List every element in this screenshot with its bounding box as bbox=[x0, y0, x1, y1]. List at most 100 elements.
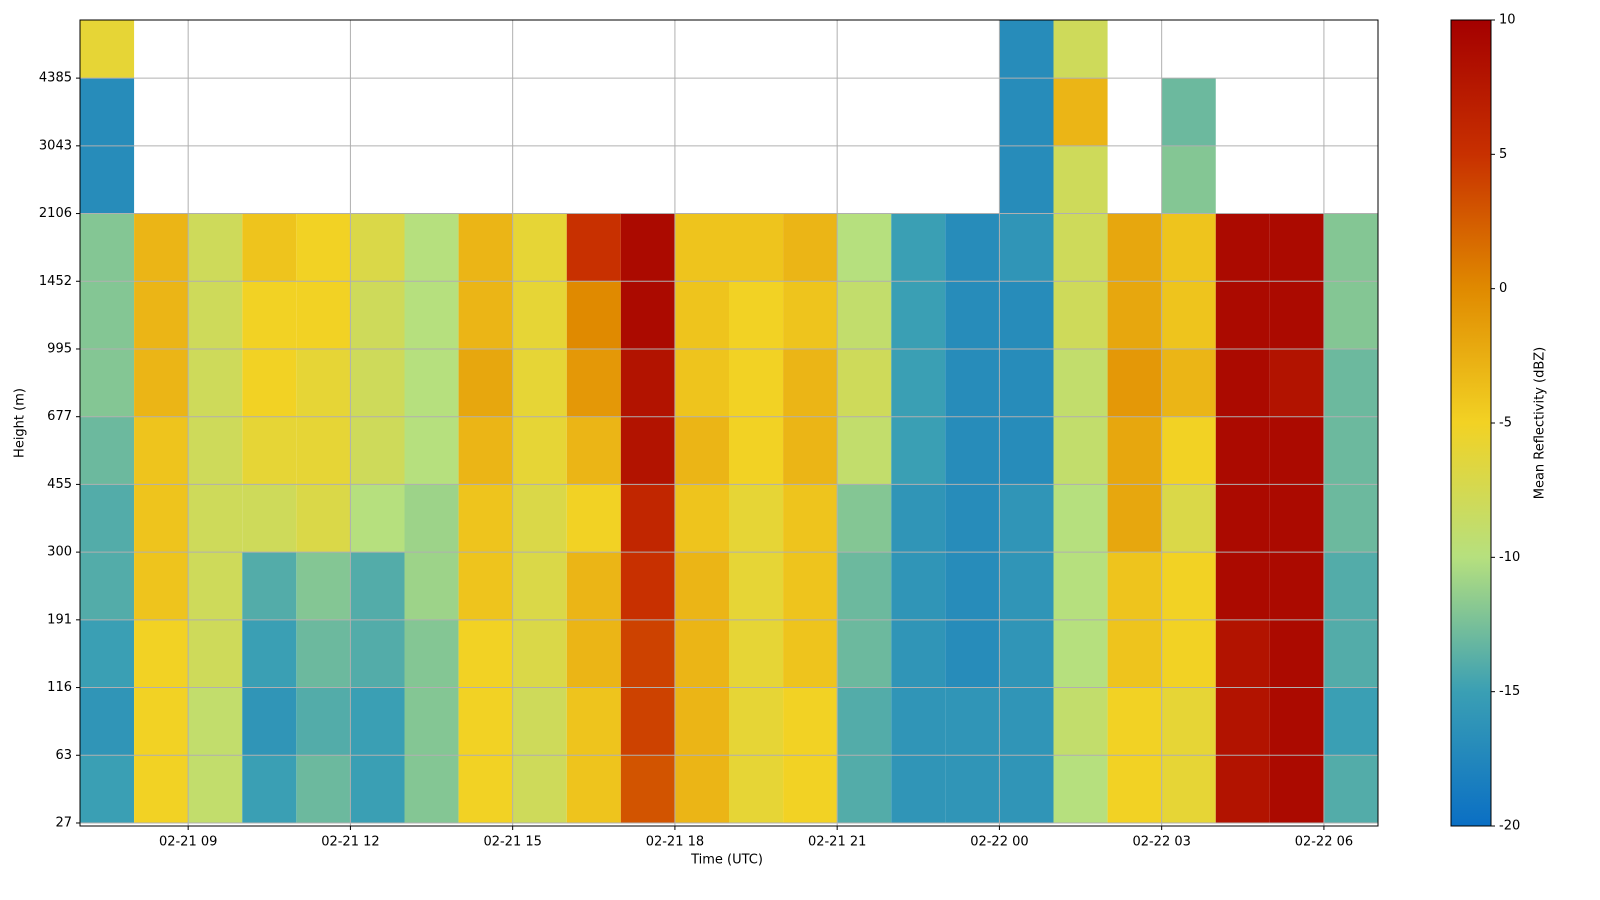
heatmap-cell bbox=[458, 348, 513, 417]
x-tick-label: 02-22 00 bbox=[970, 835, 1028, 850]
heatmap-cell bbox=[566, 552, 621, 620]
heatmap-cell bbox=[458, 416, 513, 485]
heatmap-cell bbox=[566, 484, 621, 553]
heatmap-cell bbox=[134, 619, 189, 688]
heatmap-cell bbox=[1269, 416, 1324, 485]
heatmap-cell bbox=[566, 348, 621, 417]
heatmap-cell bbox=[296, 687, 351, 756]
heatmap-cell bbox=[512, 755, 567, 823]
heatmap-cell bbox=[566, 416, 621, 485]
heatmap-cell bbox=[999, 755, 1054, 823]
heatmap-cell bbox=[999, 78, 1054, 146]
heatmap-cell bbox=[566, 687, 621, 756]
heatmap-cell bbox=[350, 687, 405, 756]
heatmap-cell bbox=[80, 78, 135, 146]
heatmap-cell bbox=[512, 484, 567, 553]
heatmap-cell bbox=[80, 619, 135, 688]
heatmap-cell bbox=[350, 552, 405, 620]
heatmap-cell bbox=[134, 348, 189, 417]
heatmap-cell bbox=[1215, 552, 1270, 620]
x-tick-label: 02-22 03 bbox=[1132, 835, 1190, 850]
heatmap-cell bbox=[837, 348, 892, 417]
heatmap-cell bbox=[674, 213, 729, 282]
heatmap-cell bbox=[1215, 484, 1270, 553]
heatmap-cell bbox=[1053, 78, 1108, 146]
heatmap-cell bbox=[837, 552, 892, 620]
heatmap-cell bbox=[512, 281, 567, 349]
heatmap-cell bbox=[1053, 687, 1108, 756]
heatmap-cell bbox=[512, 416, 567, 485]
heatmap-cell bbox=[945, 755, 1000, 823]
heatmap-cell bbox=[134, 687, 189, 756]
y-tick-label: 300 bbox=[47, 545, 72, 560]
heatmap-cell bbox=[134, 213, 189, 282]
heatmap-cell bbox=[1107, 484, 1162, 553]
heatmap-cell bbox=[945, 281, 1000, 349]
heatmap-cell bbox=[350, 281, 405, 349]
heatmap-cell bbox=[945, 416, 1000, 485]
x-axis-label: Time (UTC) bbox=[690, 853, 763, 868]
heatmap-cell bbox=[999, 145, 1054, 214]
heatmap-cell bbox=[1053, 348, 1108, 417]
x-tick-label: 02-21 12 bbox=[321, 835, 379, 850]
heatmap-cell bbox=[80, 348, 135, 417]
heatmap-cell bbox=[404, 619, 459, 688]
heatmap-cell bbox=[1161, 78, 1216, 146]
heatmap-cell bbox=[188, 281, 243, 349]
heatmap-cell bbox=[404, 755, 459, 823]
heatmap-cell bbox=[999, 281, 1054, 349]
heatmap-cell bbox=[999, 484, 1054, 553]
heatmap-cell bbox=[512, 213, 567, 282]
heatmap-cell bbox=[296, 416, 351, 485]
heatmap-cell bbox=[404, 213, 459, 282]
heatmap-cell bbox=[188, 755, 243, 823]
heatmap-cell bbox=[404, 348, 459, 417]
heatmap-cell bbox=[837, 687, 892, 756]
heatmap-cell bbox=[1269, 484, 1324, 553]
heatmap-cell bbox=[891, 619, 946, 688]
colorbar-tick-label: -20 bbox=[1499, 819, 1520, 834]
heatmap-cell bbox=[80, 552, 135, 620]
colorbar-tick-label: 10 bbox=[1499, 13, 1516, 28]
heatmap-cell bbox=[1215, 416, 1270, 485]
heatmap-cell bbox=[1215, 687, 1270, 756]
heatmap-cell bbox=[1323, 281, 1378, 349]
heatmap-cell bbox=[620, 416, 675, 485]
heatmap-cell bbox=[1269, 552, 1324, 620]
heatmap-cell bbox=[1107, 416, 1162, 485]
heatmap-cell bbox=[729, 213, 784, 282]
heatmap-cell bbox=[404, 552, 459, 620]
heatmap-cell bbox=[837, 281, 892, 349]
y-tick-label: 191 bbox=[47, 612, 72, 627]
y-tick-label: 4385 bbox=[39, 71, 72, 86]
heatmap-cell bbox=[1323, 213, 1378, 282]
heatmap-cell bbox=[674, 552, 729, 620]
heatmap-cell bbox=[783, 687, 838, 756]
heatmap-cell bbox=[188, 348, 243, 417]
heatmap-cell bbox=[999, 20, 1054, 79]
heatmap-cell bbox=[1107, 281, 1162, 349]
heatmap-cell bbox=[80, 145, 135, 214]
heatmap-cell bbox=[1161, 619, 1216, 688]
heatmap-cell bbox=[1107, 755, 1162, 823]
heatmap-cell bbox=[80, 281, 135, 349]
heatmap-cell bbox=[891, 484, 946, 553]
heatmap-cell bbox=[134, 416, 189, 485]
y-tick-label: 116 bbox=[47, 680, 72, 695]
heatmap-cell bbox=[674, 755, 729, 823]
heatmap-cell bbox=[458, 619, 513, 688]
heatmap-cell bbox=[350, 619, 405, 688]
heatmap-cell bbox=[458, 755, 513, 823]
heatmap-cell bbox=[350, 484, 405, 553]
heatmap-cell bbox=[837, 619, 892, 688]
heatmap-cell bbox=[1053, 20, 1108, 79]
heatmap-cell bbox=[296, 552, 351, 620]
heatmap-cell bbox=[134, 484, 189, 553]
heatmap-cell bbox=[1323, 348, 1378, 417]
heatmap-cell bbox=[1107, 687, 1162, 756]
heatmap-cell bbox=[296, 619, 351, 688]
heatmap-cell bbox=[242, 348, 297, 417]
heatmap-cell bbox=[783, 348, 838, 417]
heatmap-cell bbox=[404, 687, 459, 756]
heatmap-cell bbox=[188, 213, 243, 282]
